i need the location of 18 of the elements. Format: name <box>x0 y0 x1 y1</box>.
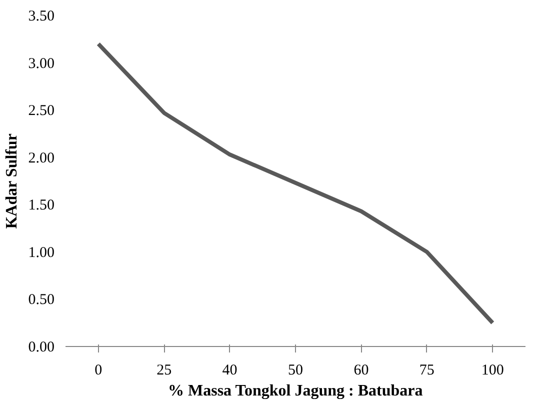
y-axis-title: KAdar Sulfur <box>3 134 20 229</box>
x-axis-title: % Massa Tongkol Jagung : Batubara <box>168 382 423 400</box>
x-tick-label: 40 <box>222 362 238 378</box>
x-tick-label: 0 <box>94 362 102 378</box>
y-tick-label: 1.50 <box>28 198 54 214</box>
y-tick-label: 2.50 <box>28 103 54 120</box>
y-tick-label: 3.50 <box>28 8 54 24</box>
line-series <box>96 42 495 325</box>
y-tick-label: 3.00 <box>28 56 54 72</box>
x-tick-label: 50 <box>288 362 303 378</box>
y-tick-label: 2.00 <box>28 150 54 166</box>
x-tick-label: 60 <box>354 362 369 378</box>
x-tick-label: 75 <box>419 362 434 378</box>
y-tick-label: 0.50 <box>28 292 54 308</box>
y-tick-label: 1.00 <box>28 244 54 261</box>
x-tick-label: 100 <box>481 362 504 378</box>
y-tick-label: 0.00 <box>28 340 54 356</box>
x-tick-label: 25 <box>156 362 172 378</box>
